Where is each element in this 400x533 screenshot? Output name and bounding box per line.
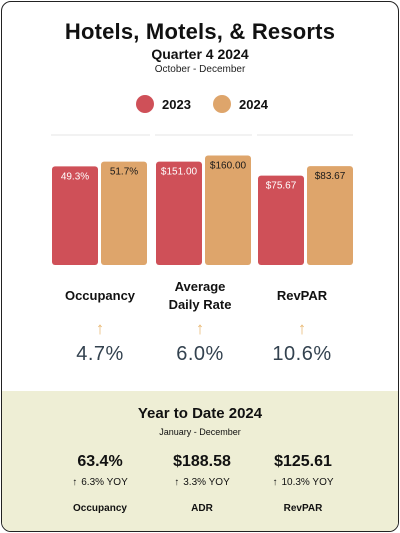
bar-revpar-2024	[307, 166, 353, 265]
ytd-yoy: ↑ 10.3% YOY	[272, 477, 334, 488]
ytd-label: ADR	[191, 503, 213, 514]
ytd-yoy: ↑ 3.3% YOY	[174, 477, 230, 488]
ytd-value: $125.61	[274, 453, 332, 470]
metric-label-revpar: RevPAR	[276, 288, 328, 303]
bar-adr-2024	[205, 155, 251, 265]
up-arrow-icon: ↑	[95, 319, 105, 338]
ytd-yoy: ↑ 6.3% YOY	[72, 477, 128, 488]
page-subtitle: Quarter 4 2024	[151, 46, 249, 62]
date-range: October - December	[154, 64, 246, 75]
ytd-label: Occupancy	[73, 503, 127, 514]
legend-item-2024: 2024	[213, 94, 268, 114]
change-revpar: 10.6%	[272, 343, 332, 365]
bar-value-label: $151.00	[161, 167, 198, 178]
up-arrow-icon: ↑	[272, 477, 278, 488]
legend-swatch-2024	[213, 95, 231, 113]
bar-value-label: 49.3%	[61, 171, 89, 182]
change-occupancy: 4.7%	[76, 343, 124, 365]
bar-value-label: $83.67	[315, 171, 346, 182]
up-arrow-icon: ↑	[297, 319, 307, 338]
bar-value-label: $75.67	[266, 181, 297, 192]
up-arrow-icon: ↑	[195, 319, 205, 338]
ytd-adr: $188.58 ↑ 3.3% YOY ADR	[147, 453, 257, 514]
change-adr: 6.0%	[176, 343, 224, 365]
bar-occupancy-2023	[52, 166, 98, 265]
bar-adr-2023	[156, 161, 202, 265]
ytd-panel: Year to Date 2024 January - December 63.…	[2, 391, 398, 531]
page-title: Hotels, Motels, & Resorts	[64, 19, 336, 44]
ytd-title: Year to Date 2024	[137, 405, 263, 422]
legend-item-2023: 2023	[136, 94, 191, 114]
metric-label-occupancy: Occupancy	[64, 288, 136, 303]
bar-revpar-2023	[258, 175, 304, 265]
bar-chart: 49.3% 51.7% $151.00 $160.00 $75.67 $83.67	[51, 134, 353, 265]
up-arrow-icon: ↑	[174, 477, 180, 488]
ytd-label: RevPAR	[283, 503, 323, 514]
ytd-occupancy: 63.4% ↑ 6.3% YOY Occupancy	[45, 453, 155, 514]
legend-label-2023: 2023	[162, 96, 191, 112]
legend-swatch-2023	[136, 95, 154, 113]
up-arrow-icon: ↑	[72, 477, 78, 488]
ytd-date-range: January - December	[159, 427, 241, 437]
bar-value-label: $160.00	[210, 161, 247, 172]
ytd-value: 63.4%	[77, 453, 123, 470]
bar-occupancy-2024	[101, 161, 147, 265]
metric-label-adr: Average Daily Rate	[168, 279, 232, 312]
bar-value-label: 51.7%	[110, 167, 138, 178]
ytd-value: $188.58	[173, 453, 231, 470]
ytd-revpar: $125.61 ↑ 10.3% YOY RevPAR	[248, 453, 358, 514]
legend-label-2024: 2024	[239, 96, 268, 112]
